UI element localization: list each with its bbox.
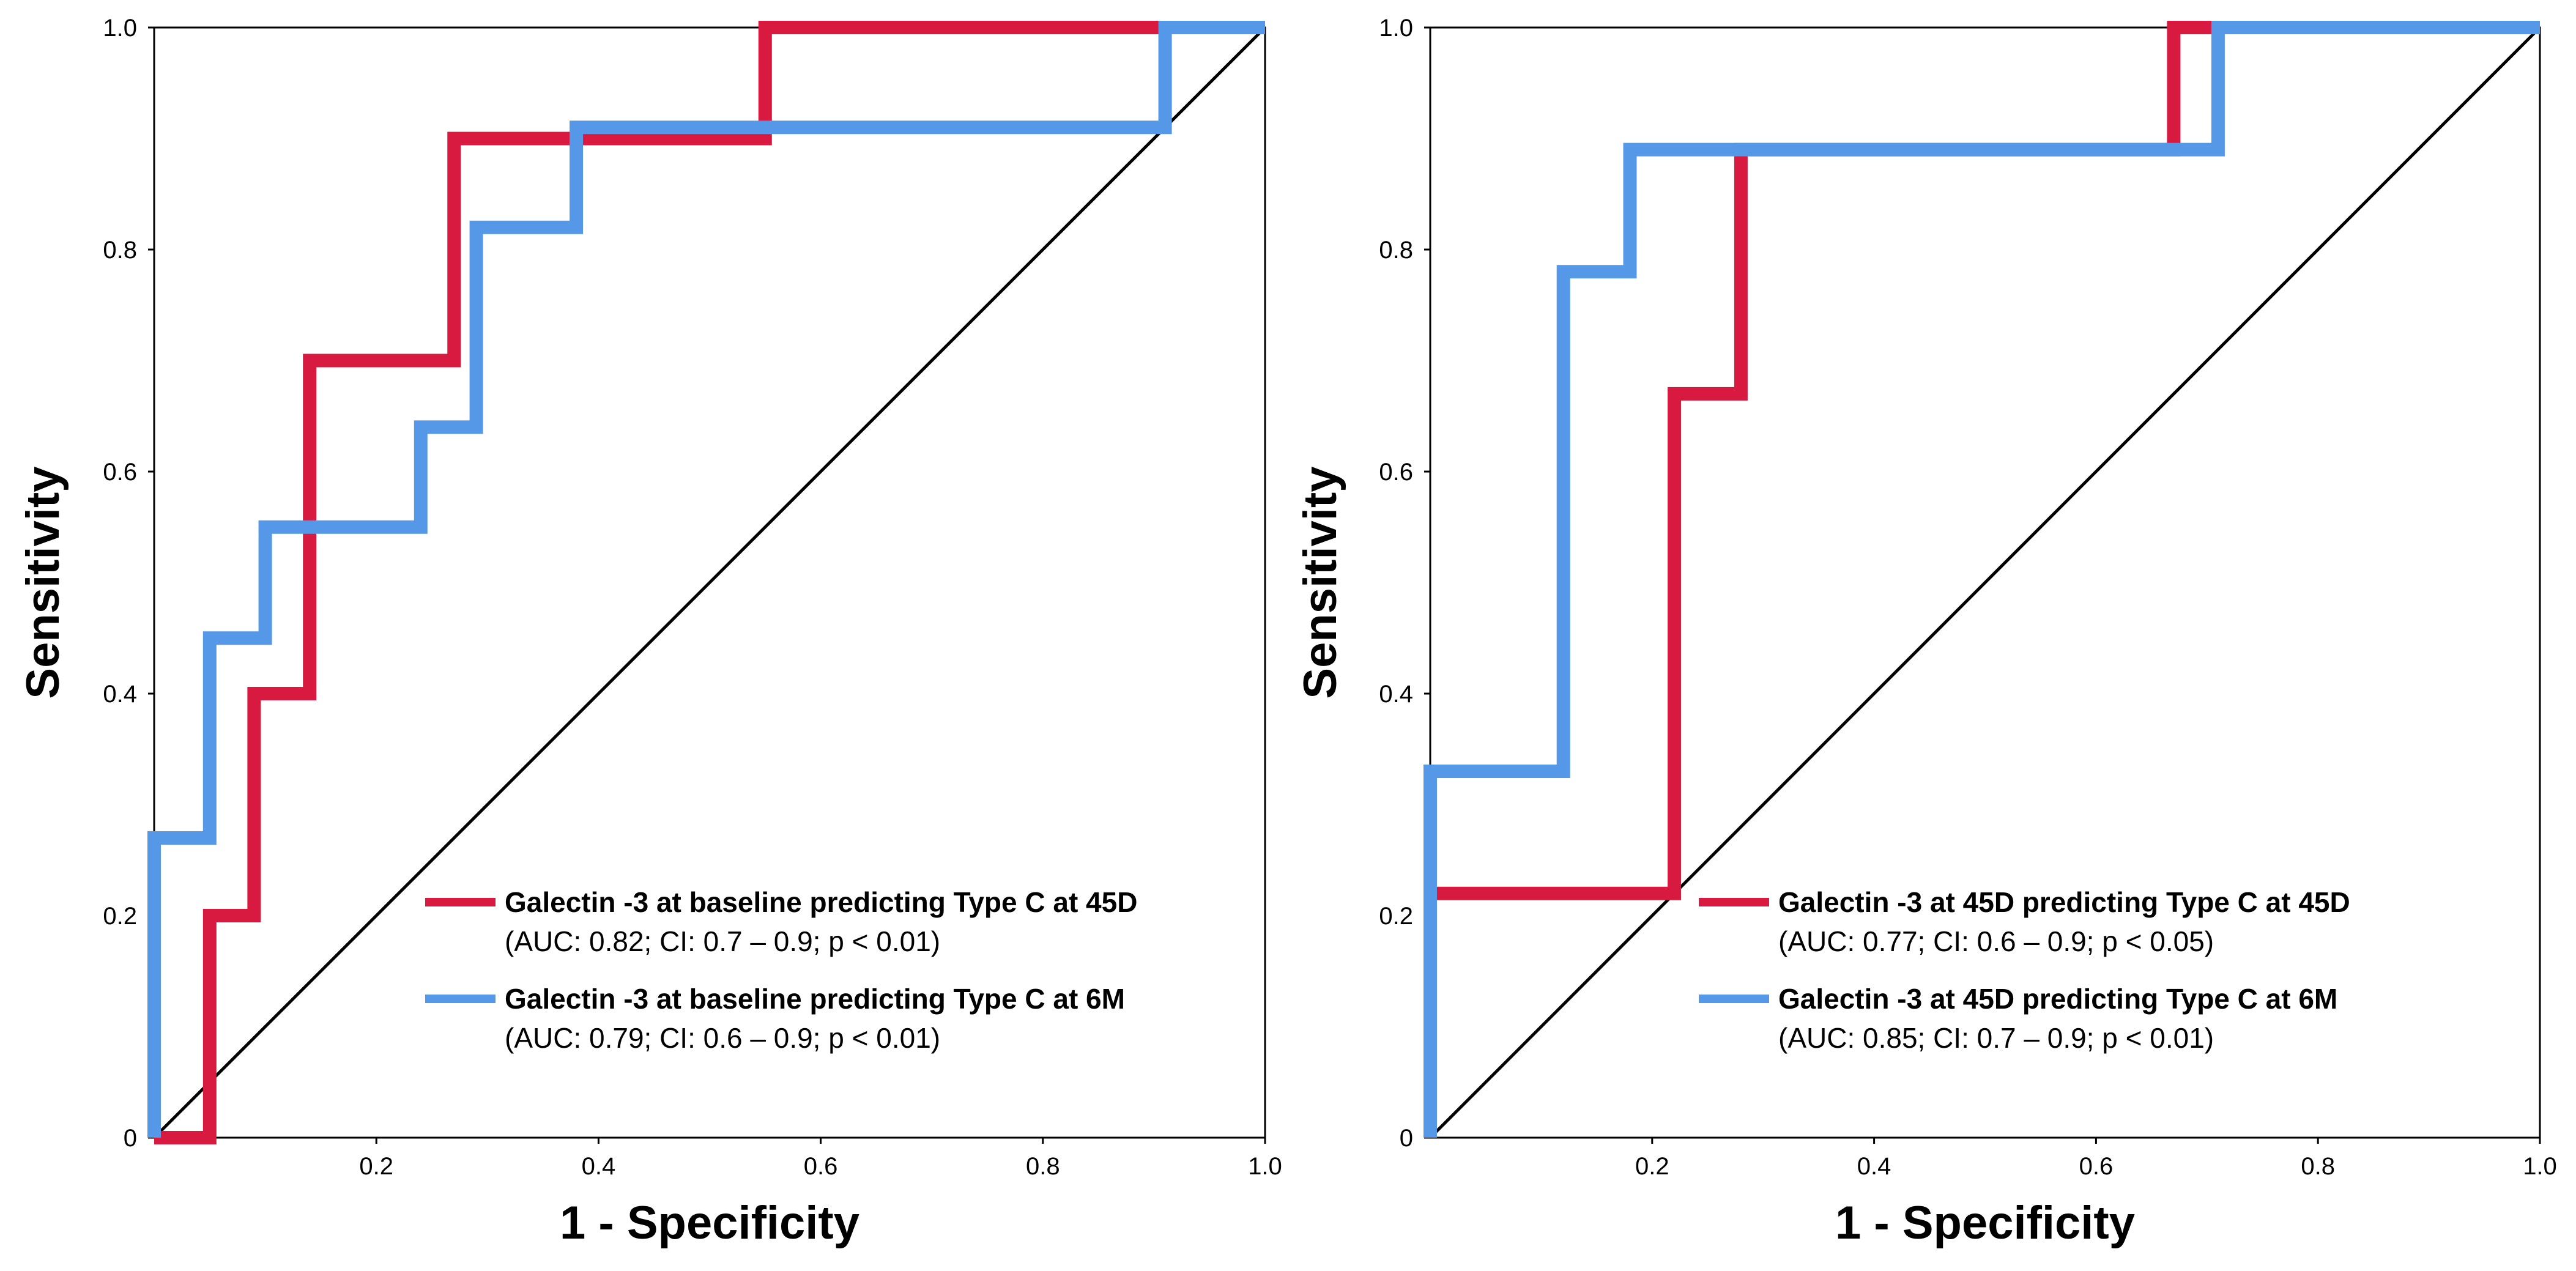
chart-2-series-2-line xyxy=(1423,21,2540,1138)
chart-2-x-tick-label: 1.0 xyxy=(2523,1153,2557,1180)
chart-1-legend-label-2: Galectin -3 at baseline predicting Type … xyxy=(505,983,1125,1015)
chart-1-x-tick-label: 0.4 xyxy=(582,1153,616,1180)
chart-1-legend-detail-1: (AUC: 0.82; CI: 0.7 – 0.9; p < 0.01) xyxy=(505,925,940,957)
chart-1-y-tick-label: 1.0 xyxy=(103,15,137,42)
chart-2-x-tick-label: 0.2 xyxy=(1635,1153,1669,1180)
chart-2-y-axis-label: Sensitivity xyxy=(1294,466,1346,698)
chart-1-plot-frame xyxy=(153,26,1266,1139)
chart-1-x-tick-label: 0.6 xyxy=(804,1153,838,1180)
chart-2-y-tick-label: 0.4 xyxy=(1379,681,1413,708)
chart-2-y-tick-label: 0.6 xyxy=(1379,459,1413,486)
chart-2-legend-label-1: Galectin -3 at 45D predicting Type C at … xyxy=(1778,886,2350,918)
chart-1-y-tick-label: 0.4 xyxy=(103,681,137,708)
chart-1-series-2-line xyxy=(147,21,1265,1138)
chart-1-y-tick-label: 0 xyxy=(124,1125,137,1152)
chart-2-y-tick-label: 0.2 xyxy=(1379,903,1413,930)
chart-2-legend-label-2: Galectin -3 at 45D predicting Type C at … xyxy=(1778,983,2337,1015)
chart-1-legend-label-1: Galectin -3 at baseline predicting Type … xyxy=(505,886,1137,918)
chart-1-reference-diagonal xyxy=(153,26,1266,1139)
chart-1-y-axis-label: Sensitivity xyxy=(17,466,69,698)
chart-2-x-tick-label: 0.8 xyxy=(2301,1153,2335,1180)
chart-1-x-tick-label: 0.8 xyxy=(1026,1153,1060,1180)
chart-1-y-tick-label: 0.8 xyxy=(103,237,137,264)
chart-1-legend-detail-2: (AUC: 0.79; CI: 0.6 – 0.9; p < 0.01) xyxy=(505,1022,940,1054)
chart-2-legend-detail-2: (AUC: 0.85; CI: 0.7 – 0.9; p < 0.01) xyxy=(1778,1022,2214,1054)
chart-2-x-tick-label: 0.4 xyxy=(1857,1153,1891,1180)
chart-2-y-tick-label: 0.8 xyxy=(1379,237,1413,264)
chart-2-x-axis-label: 1 - Specificity xyxy=(1835,1197,2135,1249)
chart-1-x-tick-label: 1.0 xyxy=(1248,1153,1282,1180)
chart-2-legend-detail-1: (AUC: 0.77; CI: 0.6 – 0.9; p < 0.05) xyxy=(1778,925,2214,957)
chart-2-series-1-line xyxy=(1423,21,2540,1138)
chart-1-x-tick-label: 0.2 xyxy=(359,1153,393,1180)
chart-1-y-tick-label: 0.2 xyxy=(103,903,137,930)
chart-2-x-tick-label: 0.6 xyxy=(2079,1153,2114,1180)
chart-2-y-tick-label: 0 xyxy=(1400,1125,1413,1152)
chart-2-plot-frame xyxy=(1429,26,2541,1139)
chart-1-x-axis-label: 1 - Specificity xyxy=(560,1197,859,1249)
chart-2-y-tick-label: 1.0 xyxy=(1379,15,1413,42)
chart-2-reference-diagonal xyxy=(1429,26,2541,1139)
chart-1-y-tick-label: 0.6 xyxy=(103,459,137,486)
